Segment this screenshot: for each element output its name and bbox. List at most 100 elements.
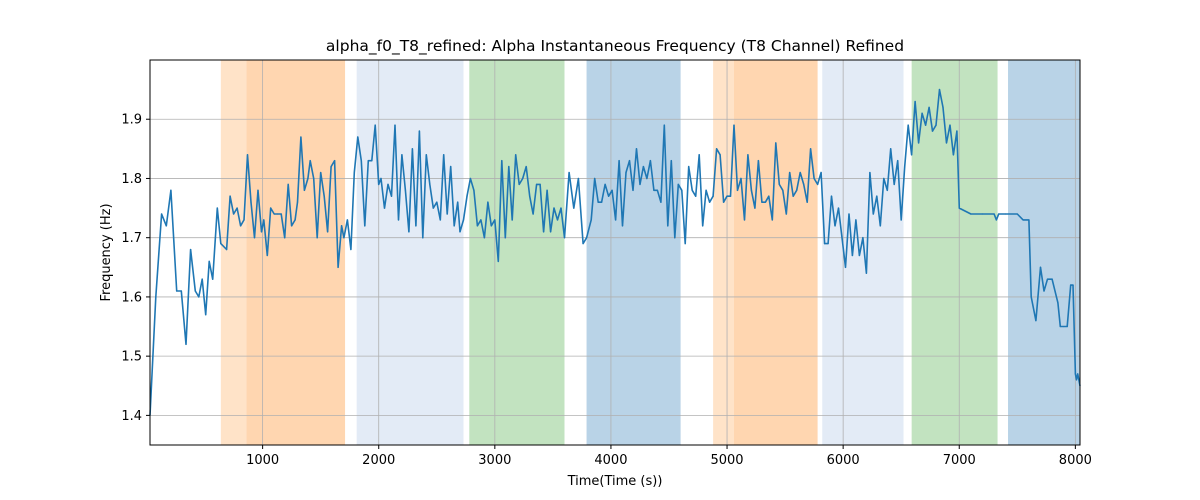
data-point [869, 171, 871, 174]
interval-band-7 [734, 60, 818, 445]
interval-band-2 [246, 60, 346, 445]
data-point [754, 207, 756, 209]
data-point [473, 189, 475, 191]
data-point [642, 166, 645, 168]
data-point [556, 219, 559, 221]
data-point [935, 124, 937, 126]
data-point [820, 171, 822, 174]
data-point [614, 219, 617, 221]
data-point [799, 171, 801, 174]
data-point [408, 231, 410, 233]
data-point [740, 177, 742, 180]
data-point [907, 124, 909, 126]
data-point [357, 136, 359, 138]
data-point [897, 160, 899, 162]
data-point [515, 154, 517, 156]
data-point [834, 225, 836, 227]
data-point [1051, 278, 1053, 280]
data-point [956, 130, 958, 132]
data-point [394, 124, 396, 126]
data-point [383, 207, 386, 209]
data-point [277, 213, 279, 215]
data-point [796, 189, 798, 191]
data-point [1070, 284, 1072, 286]
data-point [764, 201, 766, 203]
data-point [432, 207, 434, 209]
data-point [480, 219, 482, 221]
data-point [309, 160, 311, 162]
data-point [914, 100, 916, 103]
data-point [387, 183, 389, 185]
data-point [827, 243, 829, 245]
data-point [216, 207, 218, 209]
interval-band-4 [469, 60, 565, 445]
data-point [837, 207, 840, 209]
data-point [792, 195, 794, 197]
data-point [291, 225, 293, 227]
data-point [621, 225, 624, 227]
x-tick-label: 8000 [1059, 453, 1092, 468]
data-point [625, 171, 627, 174]
data-point [539, 183, 541, 185]
data-point [246, 154, 249, 156]
data-point [529, 195, 531, 197]
data-point [466, 195, 468, 197]
data-point [681, 189, 683, 191]
data-point [921, 112, 923, 114]
data-point [924, 124, 927, 126]
data-point [695, 195, 697, 197]
data-point [497, 260, 499, 262]
data-point [404, 189, 407, 191]
data-point [343, 237, 345, 239]
data-point [411, 148, 413, 150]
x-tick-label: 4000 [594, 453, 627, 468]
data-point [998, 213, 1000, 215]
data-point [511, 219, 513, 221]
data-point [876, 195, 878, 197]
data-point [667, 225, 669, 227]
data-point [890, 148, 892, 150]
data-point [443, 154, 445, 156]
data-point [1063, 325, 1065, 328]
data-point [560, 207, 562, 209]
data-point [660, 201, 662, 203]
data-point [582, 243, 584, 245]
data-point [563, 237, 566, 239]
data-point [532, 213, 534, 215]
data-point [949, 124, 951, 126]
x-tick-label: 1000 [246, 453, 279, 468]
data-point [340, 225, 343, 227]
plot-frame [149, 59, 1081, 446]
data-point [155, 296, 157, 298]
data-point [536, 183, 538, 185]
data-point [601, 201, 603, 203]
data-point [439, 219, 441, 221]
data-point [476, 225, 479, 227]
series-line-1 [149, 88, 1081, 416]
data-point [323, 195, 325, 197]
data-point [229, 195, 231, 197]
data-point [663, 124, 665, 126]
data-point [243, 219, 245, 221]
data-point [371, 160, 373, 162]
data-point [185, 343, 187, 345]
data-point [1059, 325, 1061, 328]
data-point [1035, 320, 1037, 322]
data-point [518, 183, 520, 185]
data-point [945, 142, 948, 144]
data-point [855, 219, 857, 221]
y-axis-label: Frequency (Hz) [99, 203, 114, 301]
data-point [236, 207, 238, 209]
data-point [1077, 373, 1079, 375]
y-tick-label: 1.6 [121, 290, 142, 305]
grid-lines [150, 60, 1080, 445]
data-point [702, 225, 704, 227]
axis-ticks: 1000 2000 3000 4000 5000 6000 7000 8000 1.4 1.5 1.… [121, 113, 1092, 468]
data-point [646, 177, 648, 180]
data-point [733, 124, 735, 126]
data-series [149, 88, 1081, 416]
data-point [757, 160, 759, 162]
data-point [958, 207, 960, 209]
data-point [450, 166, 452, 168]
